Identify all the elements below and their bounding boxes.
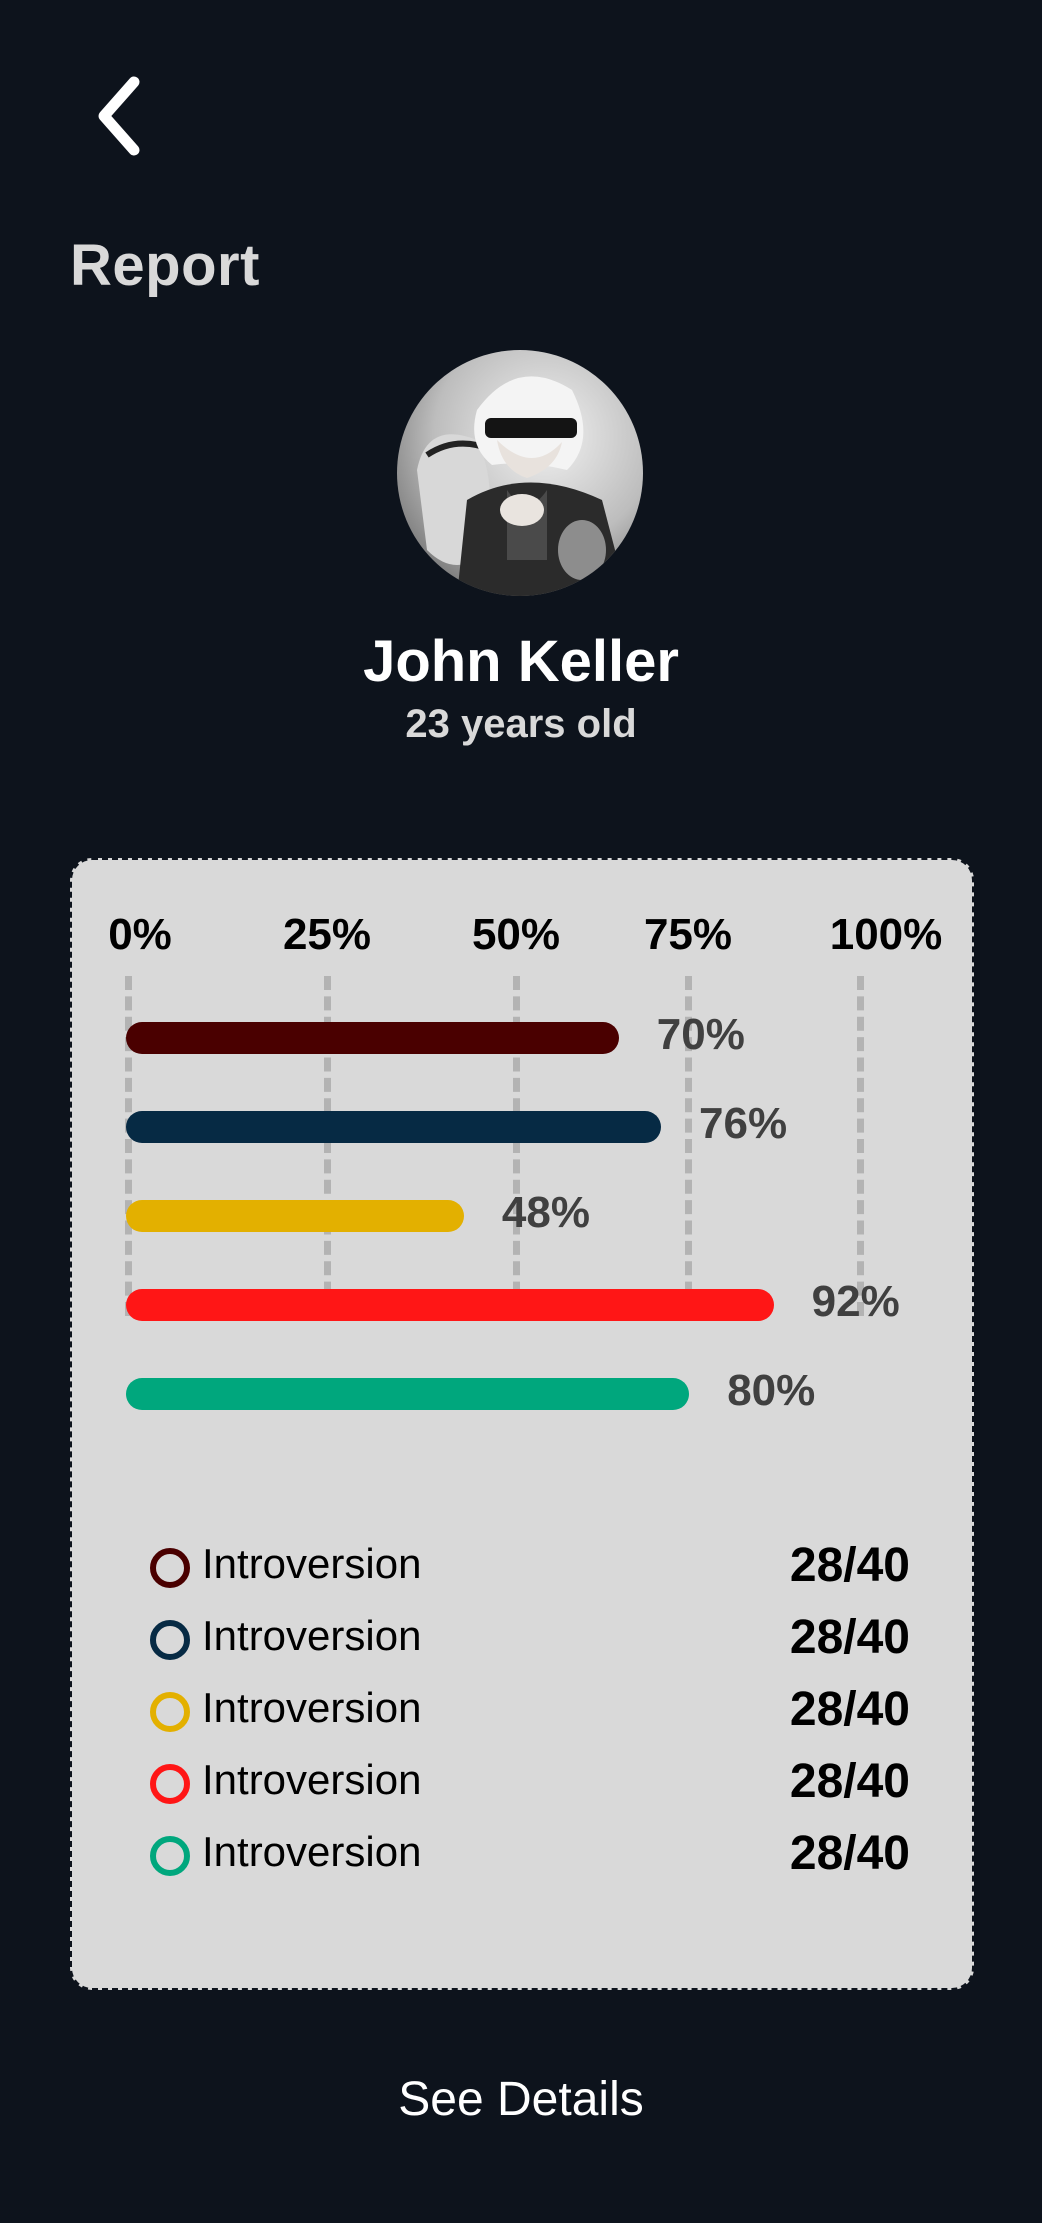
chart-bar [126,1289,774,1321]
legend-item: Introversion 28/40 [150,1754,910,1814]
avatar [397,350,643,596]
user-name: John Keller [363,629,679,694]
legend-item: Introversion 28/40 [150,1538,910,1598]
legend-score: 28/40 [789,1755,910,1808]
legend-label: Introversion [202,1828,422,1875]
back-button[interactable] [88,72,158,162]
legend-item: Introversion 28/40 [150,1826,910,1886]
x-tick-label: 25% [282,910,372,959]
bar-value-label: 80% [727,1366,816,1415]
legend-circle-icon [150,1620,190,1660]
legend-circle-icon [150,1692,190,1732]
page-title: Report [70,233,260,298]
x-tick-label: 100% [829,910,943,959]
bar-value-label: 92% [811,1277,900,1326]
legend-label: Introversion [202,1612,422,1659]
legend-score: 28/40 [789,1827,910,1880]
x-tick-label: 0% [108,910,172,959]
legend-score: 28/40 [789,1539,910,1592]
gridline [685,976,692,1316]
legend-label: Introversion [202,1684,422,1731]
gridline [324,976,331,1316]
chevron-left-icon [98,76,140,156]
gridline [125,976,132,1316]
legend-label: Introversion [202,1756,422,1803]
chart-bar [126,1200,464,1232]
chart-bar [126,1378,690,1410]
gridline [513,976,520,1316]
bar-value-label: 76% [699,1099,788,1148]
legend-label: Introversion [202,1540,422,1587]
chart-bar [126,1022,619,1054]
legend-circle-icon [150,1836,190,1876]
legend-circle-icon [150,1548,190,1588]
user-age: 23 years old [405,702,637,746]
legend-item: Introversion 28/40 [150,1682,910,1742]
report-card: 0% 25% 50% 75% 100% 70% 76% 48% 92% 80% Introvers… [70,858,974,1990]
legend-score: 28/40 [789,1683,910,1736]
bar-value-label: 70% [656,1010,745,1059]
bar-value-label: 48% [501,1188,590,1237]
legend-circle-icon [150,1764,190,1804]
gridline [857,976,864,1316]
x-tick-label: 75% [643,910,733,959]
x-tick-label: 50% [471,910,561,959]
chart-bar [126,1111,662,1143]
see-details-button[interactable]: See Details [398,2073,644,2126]
legend-score: 28/40 [789,1611,910,1664]
legend-item: Introversion 28/40 [150,1610,910,1670]
